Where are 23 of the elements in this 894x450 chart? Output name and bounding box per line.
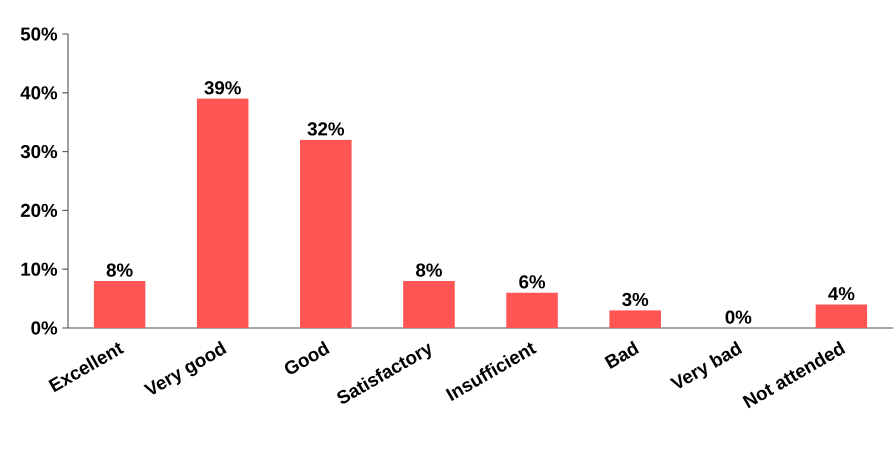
data-label: 3% xyxy=(622,292,648,306)
bar xyxy=(506,292,558,328)
data-label: 8% xyxy=(416,263,442,277)
y-tick-label: 30% xyxy=(20,144,58,158)
data-label: 39% xyxy=(204,81,241,94)
data-label: 0% xyxy=(726,310,752,324)
y-tick-label: 10% xyxy=(21,262,58,276)
data-label: 32% xyxy=(308,122,344,136)
bar xyxy=(196,98,248,328)
x-tick-label: Bad xyxy=(604,340,640,369)
x-tick-label: Very bad xyxy=(670,340,742,388)
y-tick-label: 50% xyxy=(20,27,58,41)
y-tick-label: 0% xyxy=(31,321,58,335)
y-tick-label: 40% xyxy=(20,86,58,100)
data-label: 6% xyxy=(519,275,546,288)
y-tick-label: 20% xyxy=(20,204,58,218)
bar xyxy=(609,310,661,328)
data-label: 4% xyxy=(828,287,854,300)
data-label: 8% xyxy=(106,263,133,277)
bar xyxy=(403,280,455,328)
bar xyxy=(300,140,352,328)
bar xyxy=(94,280,146,328)
bar xyxy=(816,304,868,328)
